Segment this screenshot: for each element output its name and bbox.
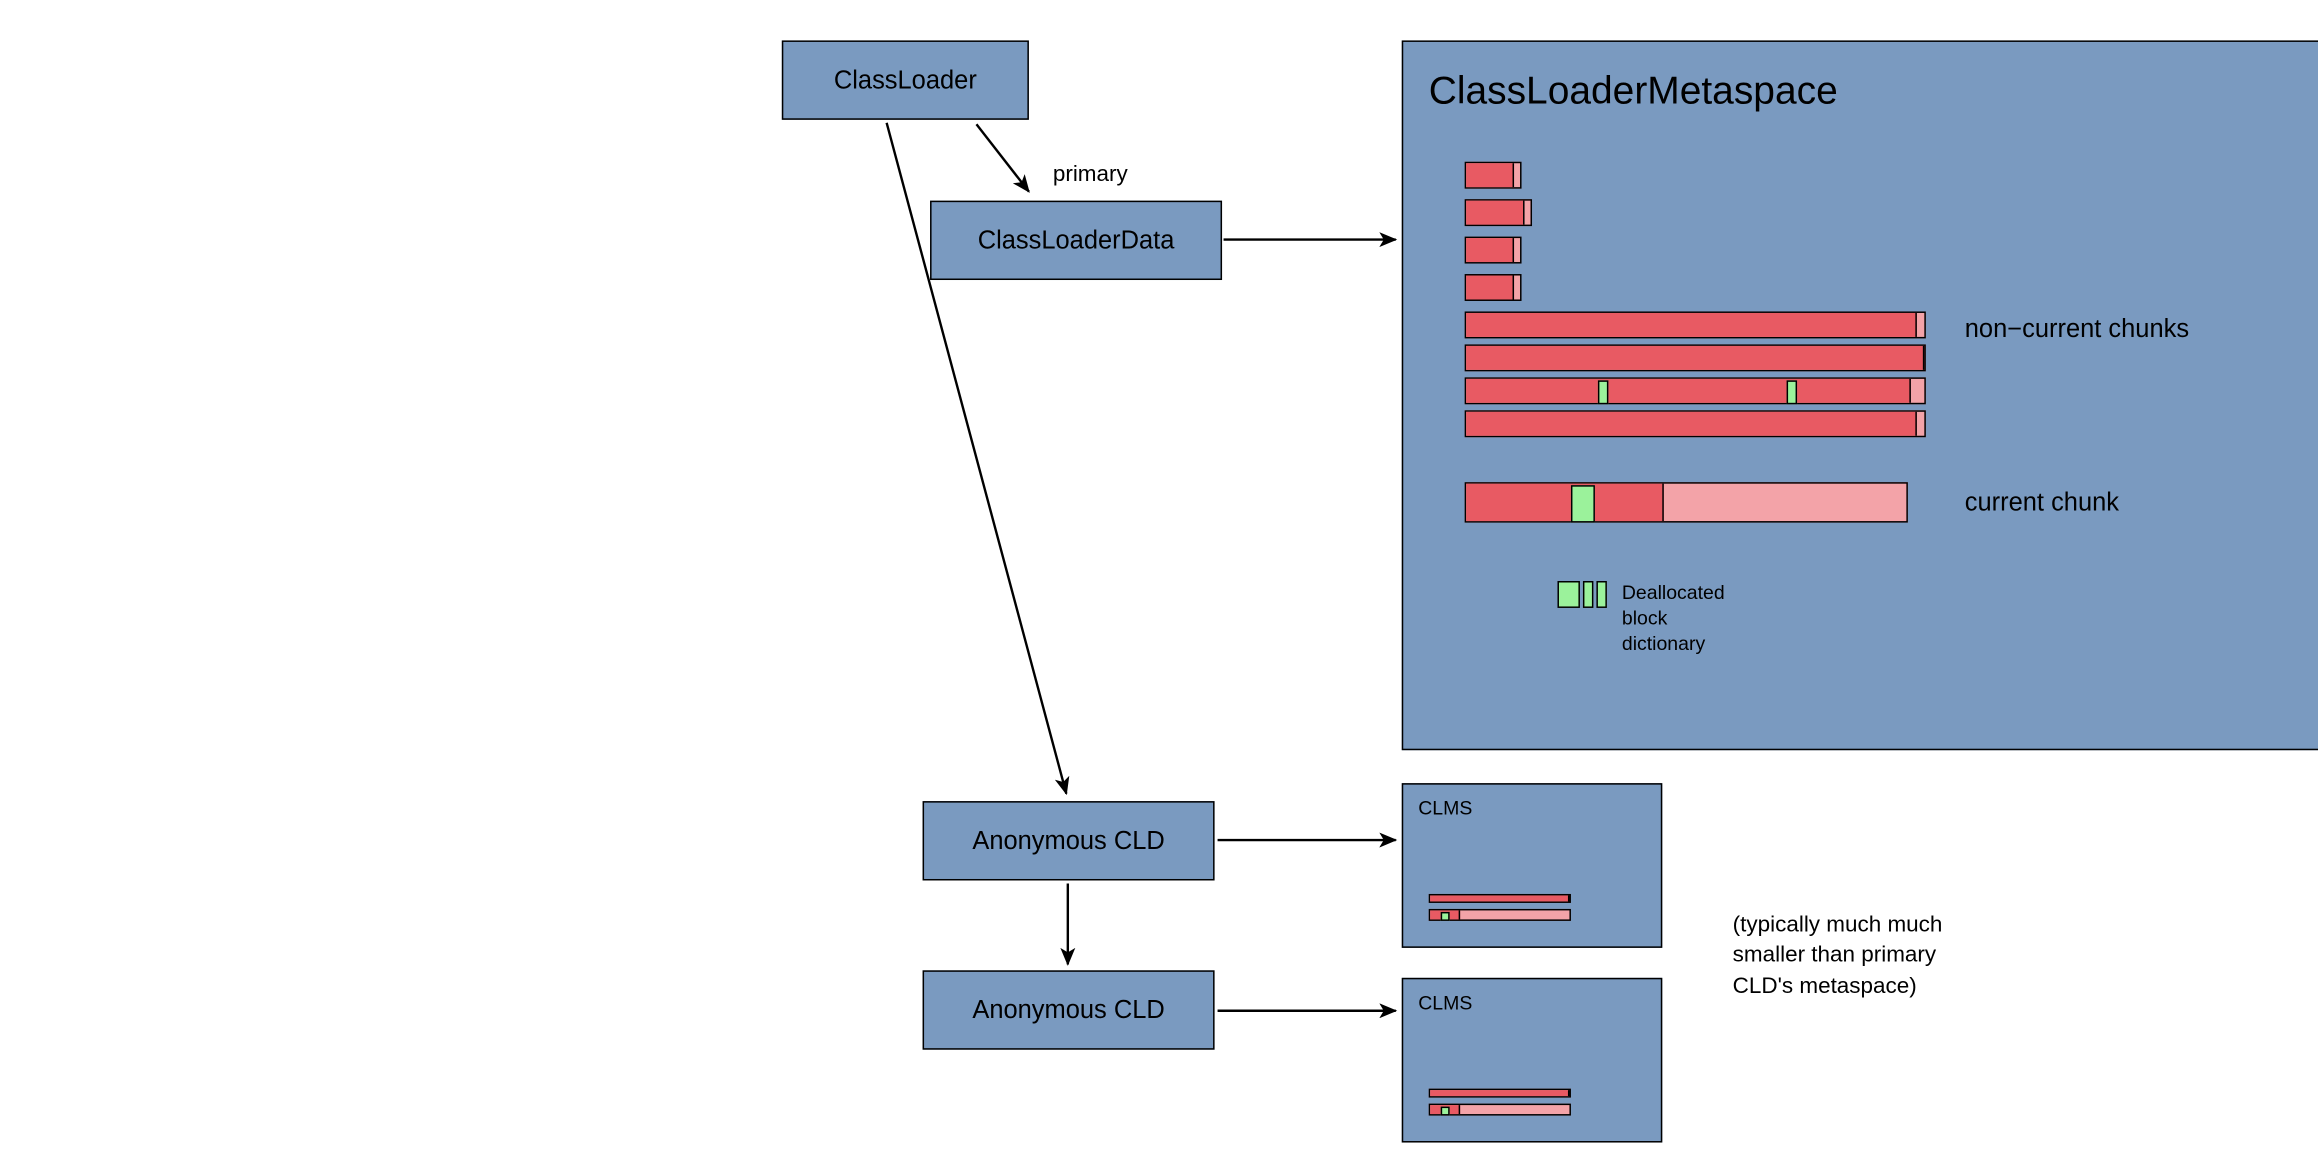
chunk-bar — [1465, 377, 1926, 404]
chunk-bar — [1465, 482, 1908, 522]
chunk-fill — [1466, 201, 1524, 225]
arrow — [976, 124, 1028, 191]
clms-annotation: (typically much much smaller than primar… — [1733, 910, 1943, 1001]
legend-swatch — [1583, 581, 1593, 608]
chunk-bar — [1465, 344, 1926, 371]
chunk-fill — [1466, 238, 1513, 262]
chunk-fill — [1466, 484, 1664, 521]
chunk-fill — [1466, 163, 1513, 187]
primary-edge-label: primary — [1053, 162, 1128, 187]
metaspace-title: ClassLoaderMetaspace — [1429, 67, 1838, 113]
clms-panel-2: CLMS — [1402, 978, 1663, 1143]
chunk-bar — [1465, 199, 1532, 226]
deallocated-block — [1598, 380, 1608, 404]
chunk-bar — [1465, 237, 1522, 264]
non-current-chunks-label: non−current chunks — [1965, 314, 2189, 344]
deallocated-block — [1570, 485, 1594, 522]
classloader-node: ClassLoader — [782, 40, 1029, 119]
chunk-bar — [1429, 894, 1571, 903]
deallocated-block — [1440, 912, 1449, 921]
chunk-fill — [1430, 1090, 1569, 1096]
anonymous-cld-node-1: Anonymous CLD — [923, 801, 1215, 880]
chunk-fill — [1466, 379, 1910, 403]
legend-swatch — [1557, 581, 1579, 608]
chunk-bar — [1429, 1104, 1571, 1116]
chunk-fill — [1466, 412, 1917, 436]
deallocated-legend: Deallocated block dictionary — [1557, 581, 1724, 657]
classloaderdata-node: ClassLoaderData — [930, 201, 1222, 280]
chunk-bar — [1465, 311, 1926, 338]
chunk-fill — [1466, 313, 1917, 337]
clms-panel-1: CLMS — [1402, 783, 1663, 948]
anonymous-cld-node-2: Anonymous CLD — [923, 970, 1215, 1049]
legend-swatch — [1596, 581, 1606, 608]
chunk-bar — [1429, 909, 1571, 921]
deallocated-legend-text: Deallocated block dictionary — [1622, 581, 1725, 657]
deallocated-block — [1440, 1107, 1449, 1116]
chunk-fill — [1466, 346, 1924, 370]
chunk-bar — [1465, 162, 1522, 189]
chunk-fill — [1466, 276, 1513, 300]
chunk-bar — [1429, 1089, 1571, 1098]
deallocated-block — [1787, 380, 1797, 404]
chunk-bar — [1465, 410, 1926, 437]
clms-label: CLMS — [1418, 991, 1472, 1013]
chunk-bar — [1465, 274, 1522, 301]
clms-label: CLMS — [1418, 797, 1472, 819]
chunk-fill — [1430, 895, 1569, 901]
current-chunk-label: current chunk — [1965, 488, 2119, 518]
